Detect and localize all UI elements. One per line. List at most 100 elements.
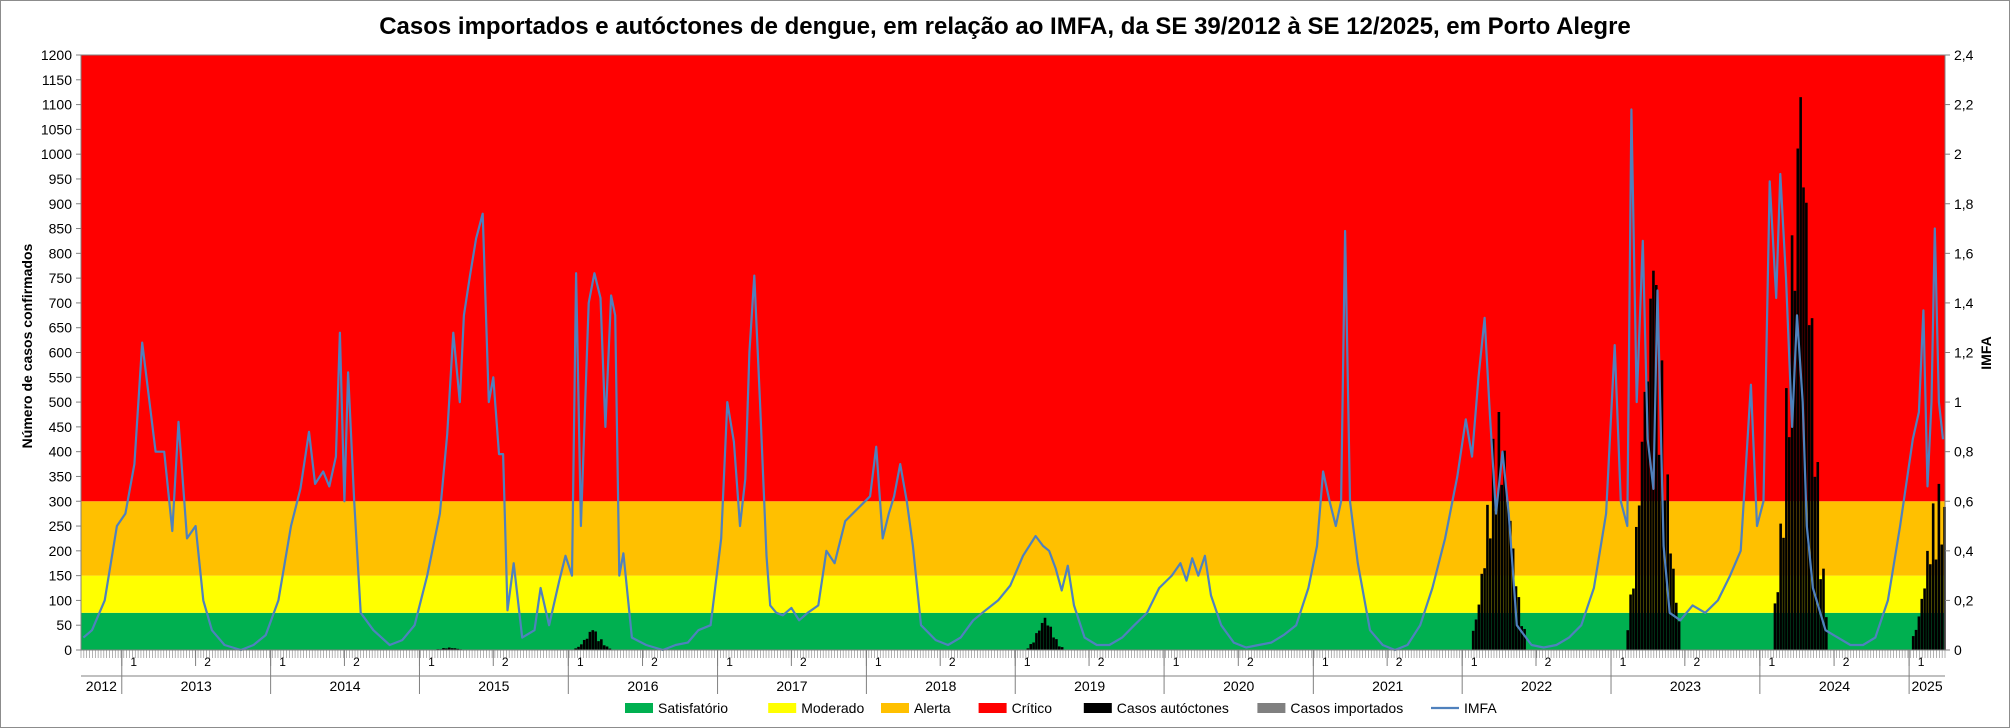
x-year-label: 2024 bbox=[1819, 678, 1850, 694]
x-semester-label: 2 bbox=[353, 655, 360, 669]
bar-autoctones bbox=[1934, 559, 1938, 650]
bar-autoctones bbox=[1640, 441, 1644, 650]
x-semester-label: 2 bbox=[1247, 655, 1254, 669]
x-year-label: 2018 bbox=[925, 678, 956, 694]
bar-autoctones bbox=[1052, 637, 1055, 650]
x-year-label: 2013 bbox=[181, 678, 212, 694]
x-semester-label: 1 bbox=[1024, 655, 1031, 669]
x-semester-label: 2 bbox=[651, 655, 658, 669]
x-semester-label: 1 bbox=[577, 655, 584, 669]
bar-autoctones bbox=[582, 639, 586, 650]
bar-autoctones bbox=[1029, 644, 1033, 650]
x-semester-label: 2 bbox=[800, 655, 807, 669]
x-semester-label: 2 bbox=[204, 655, 211, 669]
bar-autoctones bbox=[1494, 510, 1498, 650]
bar-autoctones bbox=[1471, 630, 1475, 650]
x-semester-label: 2 bbox=[1693, 655, 1700, 669]
bar-autoctones bbox=[1632, 588, 1635, 650]
y-tick-label: 300 bbox=[49, 493, 73, 509]
y2-tick-label: 1,6 bbox=[1954, 245, 1974, 261]
y-tick-label: 250 bbox=[49, 518, 73, 534]
bar-autoctones bbox=[1920, 598, 1924, 650]
y-axis-title: Número de casos confirmados bbox=[19, 243, 35, 448]
y-tick-label: 150 bbox=[49, 568, 73, 584]
x-semester-label: 1 bbox=[1471, 655, 1478, 669]
y2-tick-label: 2,4 bbox=[1954, 47, 1974, 63]
bar-autoctones bbox=[1486, 504, 1489, 650]
bar-autoctones bbox=[588, 631, 592, 650]
bar-autoctones bbox=[1646, 381, 1650, 650]
bar-autoctones bbox=[1816, 462, 1820, 650]
y-tick-label: 100 bbox=[49, 592, 73, 608]
bar-autoctones bbox=[1657, 454, 1661, 650]
legend-item: Crítico bbox=[978, 700, 1053, 716]
legend-swatch bbox=[978, 703, 1007, 713]
bar-autoctones bbox=[1035, 633, 1038, 650]
x-semester-label: 1 bbox=[1918, 655, 1925, 669]
y-tick-label: 1100 bbox=[42, 97, 72, 113]
bar-autoctones bbox=[1779, 523, 1782, 650]
legend-swatch bbox=[768, 703, 797, 713]
y-tick-label: 500 bbox=[49, 394, 73, 410]
bar-autoctones bbox=[1663, 500, 1667, 650]
bar-autoctones bbox=[1523, 628, 1526, 650]
bar-autoctones bbox=[602, 645, 606, 650]
bar-autoctones bbox=[1654, 285, 1658, 650]
x-year-label: 2025 bbox=[1911, 678, 1942, 694]
x-semester-label: 2 bbox=[502, 655, 509, 669]
legend-swatch bbox=[1083, 703, 1112, 713]
bar-autoctones bbox=[1500, 484, 1504, 650]
imfa-line-layer bbox=[82, 108, 1945, 652]
y-tick-label: 950 bbox=[49, 171, 73, 187]
legend-label: Moderado bbox=[801, 700, 864, 716]
y-tick-label: 550 bbox=[49, 369, 73, 385]
bar-autoctones bbox=[447, 647, 451, 650]
bar-autoctones bbox=[1805, 202, 1808, 650]
legend: Satisfatório Moderado Alerta Crítico Casos a… bbox=[625, 700, 1497, 716]
bar-autoctones bbox=[1491, 438, 1495, 650]
legend-item: Alerta bbox=[881, 700, 951, 716]
bar-autoctones bbox=[597, 641, 600, 650]
bar-autoctones bbox=[1825, 617, 1828, 650]
legend-label: IMFA bbox=[1464, 700, 1497, 716]
bar-autoctones bbox=[591, 630, 595, 650]
imfa-line bbox=[82, 108, 1945, 652]
bar-autoctones bbox=[574, 648, 577, 650]
legend-label: Satisfatório bbox=[658, 700, 728, 716]
x-year-label: 2020 bbox=[1223, 678, 1254, 694]
x-semester-label: 1 bbox=[1322, 655, 1329, 669]
y-tick-label: 50 bbox=[56, 617, 72, 633]
y-tick-label: 350 bbox=[49, 468, 73, 484]
bar-autoctones bbox=[1917, 616, 1921, 650]
x-semester-label: 2 bbox=[1098, 655, 1105, 669]
axes: 0 50 100 150 200 250 300 350 400 450 500 550 600 650 7… bbox=[41, 47, 1974, 694]
bar-autoctones bbox=[1669, 553, 1672, 650]
x-year-label: 2016 bbox=[627, 678, 658, 694]
bar-autoctones bbox=[1677, 621, 1681, 650]
bar-autoctones bbox=[1810, 318, 1814, 650]
legend-item: Moderado bbox=[768, 700, 864, 716]
bar-autoctones bbox=[1626, 630, 1630, 650]
bar-autoctones bbox=[450, 648, 454, 650]
bar-autoctones bbox=[1043, 617, 1047, 650]
legend-item: Satisfatório bbox=[625, 700, 728, 716]
x-year-label: 2012 bbox=[86, 678, 117, 694]
legend-label: Casos importados bbox=[1290, 700, 1403, 716]
x-semester-label: 2 bbox=[949, 655, 956, 669]
legend-label: Crítico bbox=[1012, 700, 1053, 716]
bar-autoctones bbox=[1787, 437, 1791, 650]
y-tick-label: 800 bbox=[49, 245, 73, 261]
x-year-label: 2019 bbox=[1074, 678, 1105, 694]
x-year-label: 2022 bbox=[1521, 678, 1552, 694]
x-semester-label: 1 bbox=[279, 655, 286, 669]
y-tick-label: 850 bbox=[49, 221, 73, 237]
y-tick-label: 400 bbox=[49, 444, 73, 460]
y2-tick-label: 0 bbox=[1954, 642, 1962, 658]
chart-title: Casos importados e autóctones de dengue,… bbox=[379, 13, 1631, 40]
x-semester-label: 2 bbox=[1545, 655, 1552, 669]
bar-autoctones bbox=[1931, 503, 1935, 650]
bars-layer bbox=[436, 97, 1946, 651]
bar-autoctones bbox=[1637, 505, 1641, 650]
